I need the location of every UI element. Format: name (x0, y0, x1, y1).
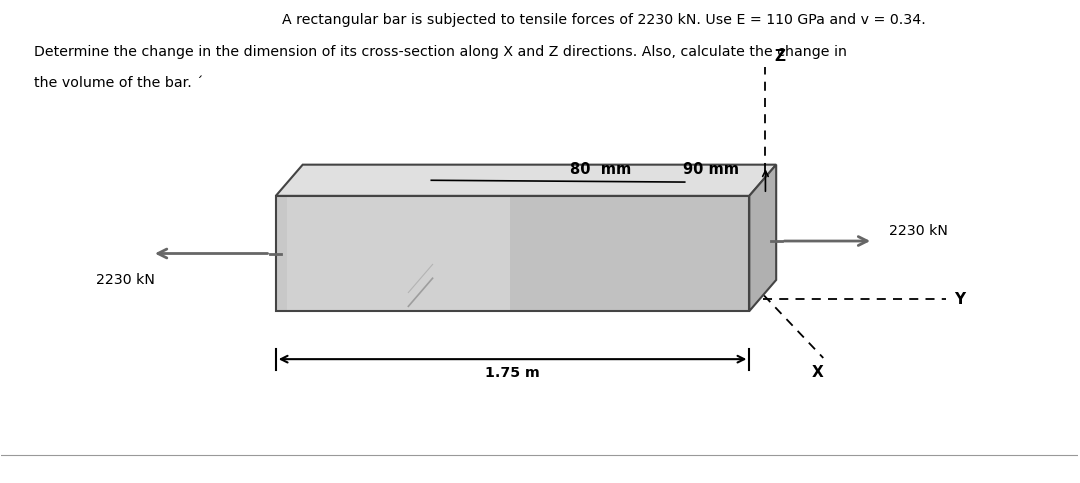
Polygon shape (511, 196, 750, 311)
Text: Determine the change in the dimension of its cross-section along X and Z directi: Determine the change in the dimension of… (33, 44, 847, 58)
Text: 80  mm: 80 mm (569, 162, 631, 177)
Text: Z: Z (774, 49, 785, 64)
Polygon shape (275, 196, 750, 311)
Text: 2230 kN: 2230 kN (96, 273, 154, 287)
Text: 1.75 m: 1.75 m (485, 367, 540, 380)
Text: 2230 kN: 2230 kN (889, 225, 948, 239)
Text: Y: Y (955, 292, 966, 307)
Text: X: X (812, 365, 824, 380)
Polygon shape (750, 165, 777, 311)
Polygon shape (275, 165, 777, 196)
Text: 90 mm: 90 mm (683, 162, 739, 177)
Text: A rectangular bar is subjected to tensile forces of 2230 kN. Use E = 110 GPa and: A rectangular bar is subjected to tensil… (282, 14, 926, 28)
Text: the volume of the bar. ´: the volume of the bar. ´ (33, 76, 203, 90)
Polygon shape (286, 196, 511, 311)
